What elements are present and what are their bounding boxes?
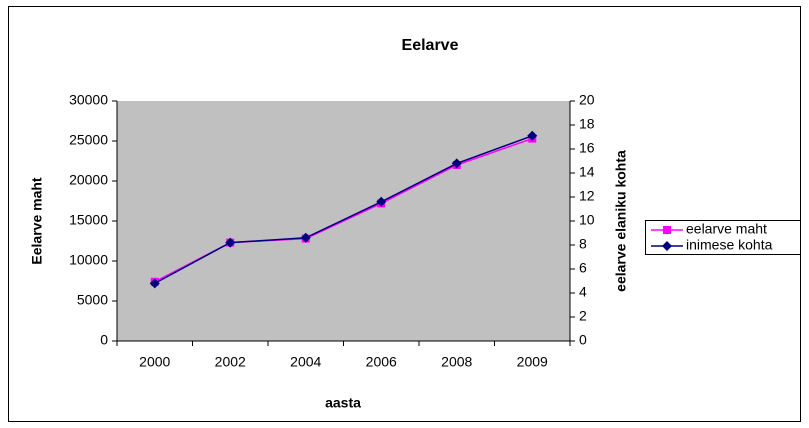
data-point — [451, 158, 462, 169]
y2-tick-label: 6 — [579, 260, 587, 276]
chart-title: Eelarve — [402, 37, 459, 54]
y-tick-label: 15000 — [69, 212, 108, 228]
y-tick-label: 25000 — [69, 132, 108, 148]
y-axis-label: Eelarve maht — [29, 177, 45, 264]
data-point — [149, 278, 160, 289]
x-tick-label: 2000 — [139, 354, 170, 370]
data-point — [527, 130, 538, 141]
data-point — [376, 196, 387, 207]
y2-tick-label: 8 — [579, 236, 587, 252]
y2-tick-label: 0 — [579, 332, 587, 348]
y2-axis-label: eelarve elaniku kohta — [613, 150, 629, 292]
legend-label: inimese kohta — [686, 237, 773, 253]
y2-tick-label: 14 — [579, 164, 595, 180]
y2-tick-label: 18 — [579, 116, 595, 132]
x-axis-label: aasta — [325, 395, 361, 411]
y-tick-label: 10000 — [69, 252, 108, 268]
y2-tick-label: 16 — [579, 140, 595, 156]
data-point — [300, 232, 311, 243]
series-line — [154, 135, 533, 285]
y-tick-label: 30000 — [69, 92, 108, 108]
x-tick-label: 2004 — [290, 354, 321, 370]
y2-tick-label: 20 — [579, 92, 595, 108]
y-tick-label: 0 — [100, 332, 108, 348]
legend-marker — [662, 241, 672, 251]
data-point — [225, 237, 236, 248]
y2-tick-label: 2 — [579, 308, 587, 324]
y-tick-label: 20000 — [69, 172, 108, 188]
y2-tick-label: 12 — [579, 188, 595, 204]
x-tick-label: 2008 — [441, 354, 472, 370]
y2-tick-label: 4 — [579, 284, 587, 300]
legend-label: eelarve maht — [686, 221, 767, 237]
x-tick-label: 2006 — [366, 354, 397, 370]
legend-marker — [663, 226, 671, 234]
y2-tick-label: 10 — [579, 212, 595, 228]
x-tick-label: 2009 — [517, 354, 548, 370]
y-tick-label: 5000 — [77, 292, 108, 308]
x-tick-label: 2002 — [215, 354, 246, 370]
legend-box — [645, 220, 801, 255]
